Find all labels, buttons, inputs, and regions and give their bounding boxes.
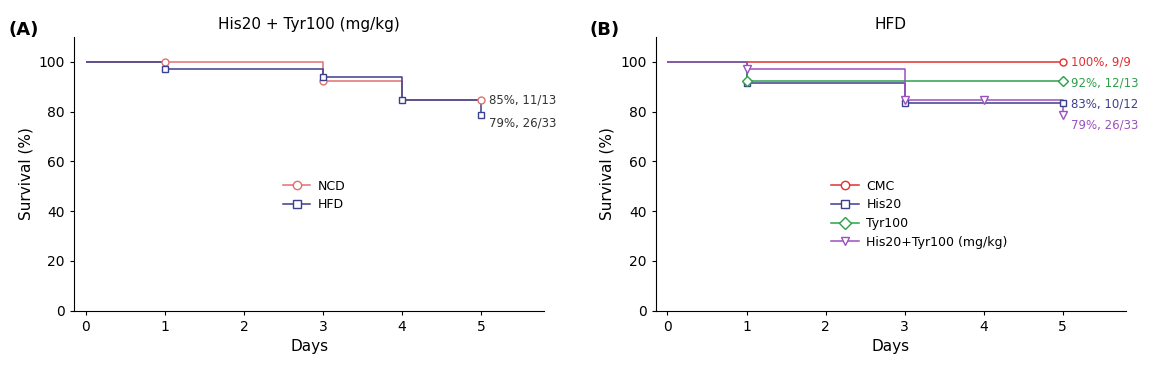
Text: (B): (B) [590,20,619,39]
Text: 92%, 12/13: 92%, 12/13 [1070,76,1138,89]
Title: HFD: HFD [875,17,906,32]
Y-axis label: Survival (%): Survival (%) [600,127,615,220]
Text: (A): (A) [8,20,38,39]
Legend: CMC, His20, Tyr100, His20+Tyr100 (mg/kg): CMC, His20, Tyr100, His20+Tyr100 (mg/kg) [826,175,1013,253]
X-axis label: Days: Days [872,339,910,354]
Text: 79%, 26/33: 79%, 26/33 [1070,119,1138,132]
Text: 79%, 26/33: 79%, 26/33 [489,116,557,129]
Title: His20 + Tyr100 (mg/kg): His20 + Tyr100 (mg/kg) [218,17,400,32]
Y-axis label: Survival (%): Survival (%) [19,127,33,220]
Text: 100%, 9/9: 100%, 9/9 [1070,55,1131,68]
X-axis label: Days: Days [290,339,328,354]
Text: 85%, 11/13: 85%, 11/13 [489,93,557,106]
Text: 83%, 10/12: 83%, 10/12 [1070,98,1138,111]
Legend: NCD, HFD: NCD, HFD [278,175,351,216]
